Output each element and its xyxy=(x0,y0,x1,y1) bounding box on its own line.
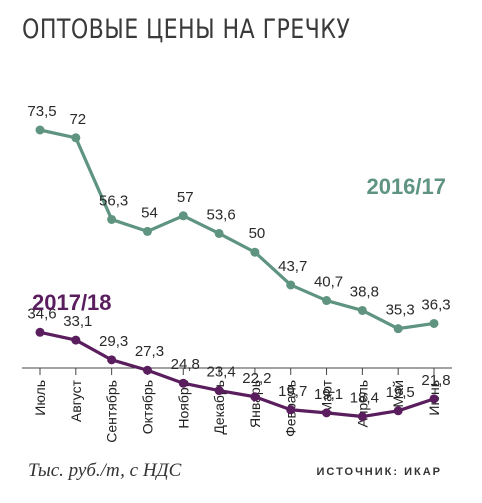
x-tick-label: Июль xyxy=(32,380,48,416)
data-label: 57 xyxy=(177,189,194,206)
data-point xyxy=(178,378,188,388)
series-layer xyxy=(35,125,439,422)
series-legend: 2016/17 2017/18 xyxy=(32,174,446,315)
series-line xyxy=(39,330,435,419)
x-tick-label: Сентябрь xyxy=(104,380,120,443)
data-label: 50 xyxy=(249,225,266,242)
data-point xyxy=(286,405,296,415)
data-point xyxy=(393,406,403,416)
data-point xyxy=(250,392,260,402)
chart-title: ОПТОВЫЕ ЦЕНЫ НА ГРЕЧКУ xyxy=(22,14,351,45)
x-tick-label: Декабрь xyxy=(211,380,227,435)
data-point xyxy=(322,296,332,306)
data-label: 33,1 xyxy=(63,313,92,330)
data-label: 24,8 xyxy=(171,356,200,373)
data-point xyxy=(107,214,117,224)
unit-note: Тыс. руб./т, с НДС xyxy=(28,460,182,481)
x-tick-label: Октябрь xyxy=(139,380,155,434)
data-labels: 73,5 72 56,3 54 57 53,6 50 43,7 40,7 38,8 35,3 36,3… xyxy=(27,103,450,407)
data-label: 36,3 xyxy=(421,296,450,313)
data-point xyxy=(322,408,332,418)
data-label: 22,2 xyxy=(242,370,271,387)
x-tick-label: Ноябрь xyxy=(175,380,191,429)
data-label: 19,7 xyxy=(278,383,307,400)
data-label: 34,6 xyxy=(27,305,56,322)
legend-label: 2017/18 xyxy=(32,290,112,315)
data-point xyxy=(393,324,403,334)
data-label: 23,4 xyxy=(206,364,235,381)
data-label: 29,3 xyxy=(99,333,128,350)
x-tick-label: Август xyxy=(68,379,84,422)
data-point xyxy=(107,355,117,365)
data-point xyxy=(214,228,224,238)
data-label: 72 xyxy=(69,111,86,128)
data-point xyxy=(214,386,224,396)
data-label: 54 xyxy=(141,204,158,221)
data-label: 19,1 xyxy=(314,386,343,403)
data-point xyxy=(35,125,45,135)
data-point xyxy=(178,211,188,221)
data-label: 21,8 xyxy=(421,372,450,389)
data-label: 19,5 xyxy=(386,384,415,401)
data-label: 35,3 xyxy=(386,302,415,319)
data-label: 53,6 xyxy=(206,206,235,223)
data-point xyxy=(142,226,152,236)
data-label: 73,5 xyxy=(27,103,56,120)
x-tick-label: Январь xyxy=(247,380,263,428)
data-label: 27,3 xyxy=(135,343,164,360)
data-point xyxy=(286,280,296,290)
data-point xyxy=(429,394,439,404)
x-tick-label: Май xyxy=(390,380,406,407)
data-label: 43,7 xyxy=(278,258,307,275)
series-line xyxy=(39,128,435,331)
legend-label: 2016/17 xyxy=(366,174,446,199)
data-point xyxy=(71,133,81,143)
x-axis: Июль Август Сентябрь Октябрь Ноябрь Декабрь Ян… xyxy=(22,367,452,443)
data-point xyxy=(429,318,439,328)
data-label: 38,8 xyxy=(350,283,379,300)
data-point xyxy=(142,365,152,375)
data-label: 56,3 xyxy=(99,192,128,209)
data-point xyxy=(357,412,367,422)
data-point xyxy=(357,305,367,315)
x-tick-label: Март xyxy=(319,379,335,413)
data-point xyxy=(71,335,81,345)
data-label: 40,7 xyxy=(314,274,343,291)
data-point xyxy=(250,247,260,257)
data-point xyxy=(35,327,45,337)
source-note: ИСТОЧНИК: ИКАР xyxy=(316,466,442,478)
data-label: 18,4 xyxy=(350,390,379,407)
